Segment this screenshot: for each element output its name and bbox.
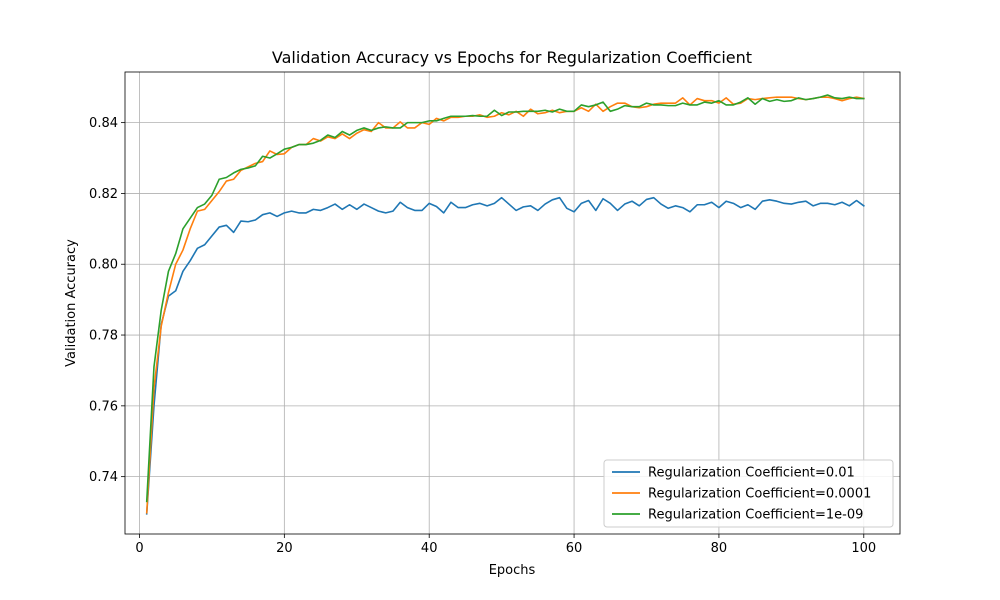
- legend-label: Regularization Coefficient=1e-09: [648, 508, 863, 523]
- series-line-1: [145, 196, 865, 515]
- plot-frame: [124, 71, 901, 535]
- legend: Regularization Coefficient=0.01 Regulariz…: [603, 459, 894, 528]
- y-tick-label: 0.76: [89, 399, 118, 414]
- x-tick-label: 100: [851, 541, 876, 556]
- x-axis-title: Epochs: [489, 563, 536, 578]
- y-tick-label: 0.78: [89, 329, 118, 344]
- legend-label: Regularization Coefficient=0.01: [648, 466, 855, 481]
- x-tick-label: 0: [135, 541, 143, 556]
- chart-title: Validation Accuracy vs Epochs for Regula…: [272, 48, 752, 67]
- x-tick-label: 80: [711, 541, 728, 556]
- legend-label: Regularization Coefficient=0.0001: [648, 487, 871, 502]
- x-tick-label: 60: [566, 541, 583, 556]
- axis-ticks: 0 20 40 60 80 100 0.74 0.76 0.78 0.80 0.82 0.84: [89, 116, 876, 556]
- legend-box: [603, 459, 894, 528]
- y-tick-label: 0.84: [89, 116, 118, 131]
- y-tick-label: 0.82: [89, 187, 118, 202]
- x-tick-label: 20: [276, 541, 293, 556]
- y-axis-title: Validation Accuracy: [64, 239, 79, 367]
- y-tick-label: 0.74: [89, 470, 118, 485]
- series-line-3: [145, 94, 865, 503]
- series-lines: [145, 94, 865, 515]
- y-tick-label: 0.80: [89, 258, 118, 273]
- x-tick-label: 40: [421, 541, 438, 556]
